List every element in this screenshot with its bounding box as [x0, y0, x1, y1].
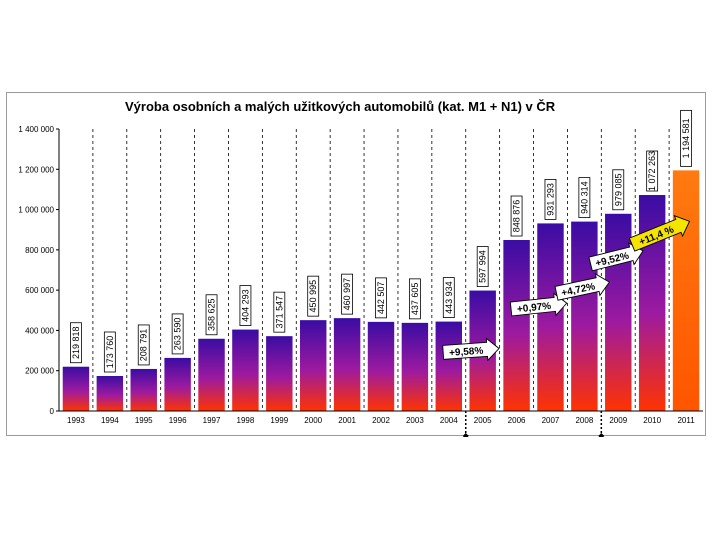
value-label-box	[476, 246, 489, 287]
bar-1996	[164, 357, 191, 411]
x-tick-label: 2002	[372, 416, 390, 425]
value-label-2004: 443 934	[444, 281, 454, 314]
x-tick-label: 2000	[304, 416, 322, 425]
bar-1994	[96, 375, 124, 411]
x-tick-label: 1998	[237, 416, 255, 425]
value-label-box	[70, 322, 82, 364]
value-label-2002: 442 507	[376, 282, 386, 315]
value-label-1996: 263 590	[173, 318, 183, 351]
value-label-box	[103, 331, 116, 373]
bar-1993	[62, 366, 90, 411]
value-label-1994: 173 760	[105, 336, 115, 369]
bar-2002	[367, 321, 395, 411]
bar-1995	[130, 368, 157, 411]
growth-arrow: +9,58%	[442, 337, 500, 362]
value-label-box	[544, 179, 557, 220]
growth-label: +0,97%	[517, 301, 552, 316]
chart-frame: Výroba osobních a malých užitkových auto…	[6, 92, 706, 437]
x-tick-label: 2008	[575, 416, 593, 425]
growth-arrow: +0,97%	[509, 292, 568, 317]
value-label-box	[171, 313, 184, 355]
x-tick-label: 2003	[406, 416, 424, 425]
bar-2007	[537, 223, 564, 411]
y-tick-label: 1 400 000	[18, 125, 54, 134]
x-tick-label: 2006	[508, 416, 526, 425]
value-label-2000: 450 995	[308, 280, 318, 313]
value-label-1999: 371 547	[274, 296, 284, 329]
value-label-2010: 1 072 263	[647, 151, 657, 191]
value-label-box	[442, 277, 455, 318]
value-label-2005: 597 994	[478, 250, 488, 283]
value-label-box	[137, 324, 150, 366]
value-label-2009: 979 085	[613, 174, 623, 207]
bar-1999	[266, 336, 293, 411]
bar-2003	[401, 322, 429, 411]
chart-title: Výroba osobních a malých užitkových auto…	[125, 99, 556, 114]
bar-2004	[435, 321, 463, 411]
bar-2001	[333, 318, 361, 411]
x-tick-label: 2011	[677, 416, 695, 425]
value-label-box	[612, 169, 625, 211]
x-tick-label: 2010	[643, 416, 661, 425]
value-label-2003: 437 605	[410, 283, 420, 316]
value-label-1995: 208 791	[139, 329, 149, 362]
value-label-2001: 460 997	[342, 278, 352, 311]
value-label-box	[205, 294, 218, 336]
bar-2009	[605, 213, 632, 411]
value-label-1998: 404 293	[240, 289, 250, 322]
bar-2006	[503, 240, 530, 411]
value-label-box	[680, 109, 692, 167]
value-label-2008: 940 314	[579, 181, 589, 214]
y-tick-label: 400 000	[25, 326, 54, 335]
x-tick-label: 1994	[101, 416, 119, 425]
value-label-2007: 931 293	[545, 183, 555, 216]
y-tick-label: 800 000	[25, 246, 54, 255]
x-tick-label: 2004	[440, 416, 458, 425]
value-label-1997: 358 625	[207, 298, 217, 331]
x-tick-label: 1997	[203, 416, 221, 425]
x-tick-label: 2001	[338, 416, 356, 425]
x-tick-label: 2005	[474, 416, 492, 425]
bar-1998	[232, 329, 259, 411]
value-label-box	[646, 150, 659, 192]
y-tick-label: 600 000	[25, 286, 54, 295]
event-marker-diamond	[462, 433, 469, 437]
bar-1997	[198, 338, 225, 411]
x-tick-label: 1995	[135, 416, 153, 425]
value-label-box	[341, 273, 354, 315]
value-label-box	[408, 278, 421, 320]
value-label-box	[307, 275, 320, 317]
event-marker-diamond	[598, 433, 605, 437]
x-tick-label: 2009	[609, 416, 627, 425]
value-label-box	[375, 277, 387, 319]
production-bar-chart: Výroba osobních a malých užitkových auto…	[18, 99, 703, 437]
value-label-2006: 848 876	[512, 200, 522, 233]
value-label-1993: 219 818	[71, 326, 81, 359]
value-label-box	[510, 195, 523, 237]
bar-2008	[571, 221, 598, 411]
y-tick-label: 200 000	[25, 367, 54, 376]
x-tick-label: 1999	[270, 416, 288, 425]
growth-label: +9,58%	[449, 346, 484, 359]
y-tick-label: 1 200 000	[18, 165, 54, 174]
value-label-box	[273, 291, 286, 333]
y-tick-label: 0	[50, 407, 55, 416]
y-tick-label: 1 000 000	[18, 206, 54, 215]
value-label-box	[578, 177, 591, 218]
x-tick-label: 2007	[542, 416, 560, 425]
bar-2000	[299, 320, 327, 411]
x-tick-label: 1996	[169, 416, 187, 425]
x-tick-label: 1993	[67, 416, 85, 425]
value-label-box	[239, 285, 252, 326]
bar-2011	[672, 170, 700, 411]
value-label-2011: 1 194 581	[681, 118, 691, 158]
